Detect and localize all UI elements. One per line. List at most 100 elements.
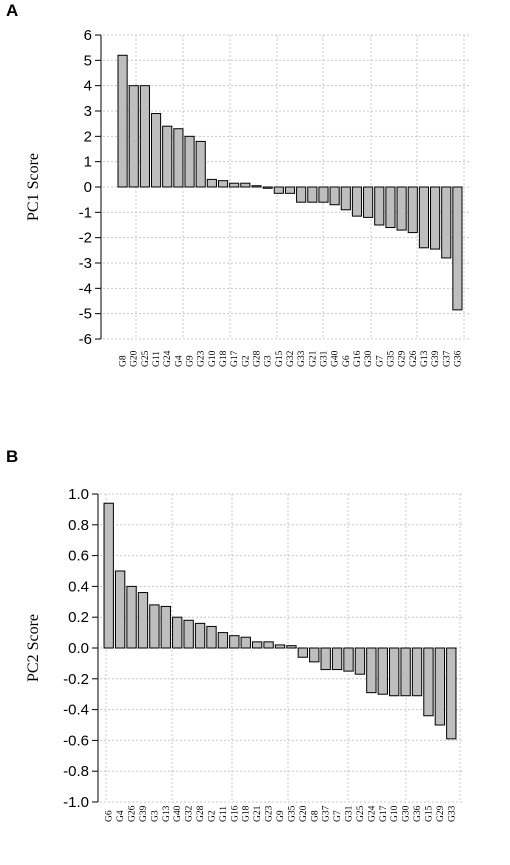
bar-g7 [331, 647, 343, 671]
bar-g25 [139, 85, 150, 188]
y-axis-title: PC1 Score [25, 153, 42, 221]
bar-g39 [430, 186, 441, 250]
y-tick-label: -0.8 [63, 763, 89, 780]
x-tick-label: G21 [308, 350, 318, 367]
bar-g40 [172, 616, 183, 649]
bar-g18 [240, 636, 251, 649]
bar-g31 [318, 186, 329, 203]
x-tick-label: G15 [275, 350, 285, 367]
x-tick-label: G2 [207, 810, 217, 822]
y-tick-label: 0.8 [68, 517, 89, 534]
bar-g25 [354, 647, 366, 675]
x-tick-label: G21 [253, 805, 263, 822]
bar-g30 [400, 647, 411, 697]
bar-g6 [103, 502, 114, 649]
x-tick-label: G30 [364, 350, 374, 367]
bar-g37 [441, 186, 452, 259]
x-tick-label: G2 [241, 355, 251, 367]
x-tick-label: G6 [105, 810, 115, 822]
bar-g32 [183, 619, 194, 649]
bar-g4 [173, 128, 184, 188]
x-tick-label: G18 [219, 350, 229, 367]
x-tick-label: G25 [356, 805, 366, 822]
y-tick-label: 0.0 [68, 640, 89, 657]
y-tick-label: -1.0 [63, 794, 89, 811]
bar-g13 [160, 605, 171, 649]
x-tick-label: G20 [130, 350, 140, 367]
bar-g8 [117, 54, 128, 188]
bar-g9 [184, 135, 195, 188]
bar-g21 [307, 186, 318, 203]
bar-g36 [452, 186, 463, 311]
x-tick-label: G4 [116, 810, 126, 822]
x-tick-label: G11 [219, 806, 229, 822]
bar-g6 [340, 186, 351, 211]
bar-g20 [128, 85, 139, 188]
bar-g24 [162, 125, 173, 188]
y-tick-label: -3 [79, 255, 92, 272]
bar-g15 [423, 647, 434, 717]
y-tick-label: 0.6 [68, 548, 89, 565]
bar-g16 [229, 635, 240, 649]
x-tick-label: G36 [453, 350, 463, 367]
bar-g30 [363, 186, 374, 218]
x-tick-label: G6 [342, 355, 352, 367]
x-tick-label: G17 [379, 805, 389, 822]
x-tick-label: G10 [390, 805, 400, 822]
bar-g2 [240, 182, 251, 188]
bar-g10 [206, 178, 217, 188]
bar-g4 [114, 570, 126, 649]
y-tick-label: -5 [79, 306, 92, 323]
bar-g32 [284, 186, 296, 194]
y-tick-label: 0.2 [68, 609, 89, 626]
y-tick-label: 1 [84, 154, 92, 171]
bar-g28 [251, 185, 262, 188]
x-tick-label: G32 [185, 805, 195, 822]
y-tick-label: -6 [79, 331, 92, 348]
y-tick-label: 1.0 [68, 486, 89, 503]
bar-g33 [446, 647, 457, 740]
x-tick-label: G10 [208, 350, 218, 367]
y-tick-label: 0 [84, 179, 92, 196]
y-tick-label: -0.4 [63, 702, 89, 719]
x-tick-label: G35 [287, 805, 297, 822]
x-tick-label: G31 [319, 350, 329, 367]
bar-g29 [434, 647, 446, 726]
panel-label: B [6, 447, 18, 466]
x-tick-label: G28 [196, 805, 206, 822]
x-tick-label: G3 [150, 810, 160, 822]
x-tick-label: G40 [173, 805, 183, 822]
x-tick-label: G7 [375, 355, 385, 367]
x-tick-label: G39 [139, 805, 149, 822]
x-tick-label: G11 [152, 351, 162, 367]
bar-g9 [274, 644, 286, 649]
y-tick-label: 5 [84, 52, 92, 69]
y-tick-label: -1 [79, 204, 92, 221]
x-tick-label: G25 [141, 350, 151, 367]
panel-a: A 6 5 4 3 2 1 0 -1 -2 -3 -4 -5 -6 PC1 Score G8 G20 G25 G11… [6, 1, 470, 367]
panel-b: B 1.0 0.8 0.6 0.4 0.2 0.0 -0.2 -0.4 -0.6 -0.8 -1.0 P… [6, 447, 462, 822]
y-tick-label: 2 [84, 128, 92, 145]
bar-g35 [385, 186, 396, 229]
x-tick-label: G26 [128, 805, 138, 822]
x-tick-label: G16 [230, 805, 240, 822]
y-axis-title: PC2 Score [25, 614, 42, 682]
y-tick-label: 4 [84, 78, 92, 95]
x-tick-label: G23 [265, 805, 275, 822]
bar-g3 [149, 604, 160, 649]
x-tick-label: G30 [402, 805, 412, 822]
x-tick-label: G8 [119, 355, 129, 367]
x-tick-label: G7 [333, 810, 343, 822]
x-tick-label: G37 [442, 350, 452, 367]
bar-g35 [286, 645, 297, 649]
bar-g28 [194, 622, 206, 649]
x-tick-label: G4 [174, 355, 184, 367]
bar-g26 [126, 585, 137, 649]
x-tick-label: G9 [276, 810, 286, 822]
y-tick-label: -4 [79, 280, 92, 297]
x-tick-label: G3 [264, 355, 274, 367]
x-tick-label: G29 [398, 350, 408, 367]
x-tick-label: G24 [367, 805, 377, 822]
bar-g13 [418, 186, 430, 249]
bar-g3 [262, 186, 273, 189]
